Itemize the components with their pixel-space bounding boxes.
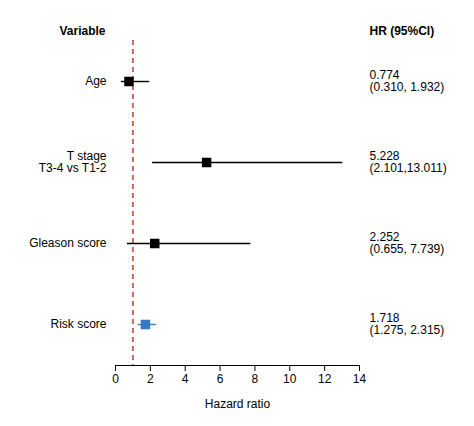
svg-text:12: 12 <box>318 372 332 386</box>
svg-text:HR (95%CI): HR (95%CI) <box>370 24 435 38</box>
svg-text:0: 0 <box>112 372 119 386</box>
svg-text:2.252(0.655, 7.739): 2.252(0.655, 7.739) <box>370 230 445 256</box>
svg-text:6: 6 <box>217 372 224 386</box>
svg-text:Risk score: Risk score <box>50 317 106 331</box>
svg-text:2: 2 <box>147 372 154 386</box>
svg-text:5.228(2.101,13.011): 5.228(2.101,13.011) <box>370 149 447 175</box>
svg-text:Age: Age <box>85 74 107 88</box>
svg-text:14: 14 <box>353 372 367 386</box>
svg-text:Hazard ratio: Hazard ratio <box>205 397 271 411</box>
svg-text:10: 10 <box>283 372 297 386</box>
svg-text:4: 4 <box>182 372 189 386</box>
svg-text:Variable: Variable <box>59 24 105 38</box>
svg-text:Gleason score: Gleason score <box>29 236 107 250</box>
svg-text:1.718(1.275, 2.315): 1.718(1.275, 2.315) <box>370 311 445 337</box>
svg-text:T stageT3-4 vs T1-2: T stageT3-4 vs T1-2 <box>39 149 107 175</box>
svg-text:8: 8 <box>252 372 259 386</box>
svg-text:0.774(0.310, 1.932): 0.774(0.310, 1.932) <box>370 68 445 94</box>
